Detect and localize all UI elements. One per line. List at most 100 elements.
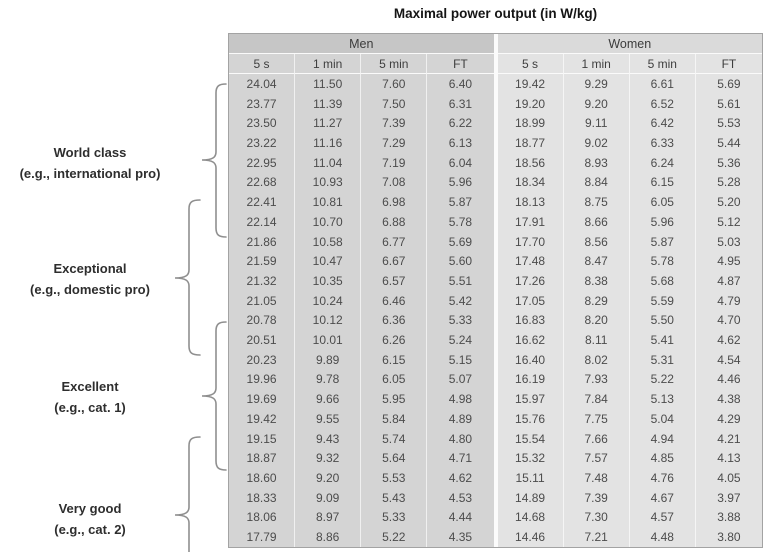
brace-exceptional	[174, 199, 201, 356]
men-group-header: Men	[229, 34, 494, 54]
table-cell: 17.79	[229, 527, 296, 547]
table-cell: 17.70	[497, 231, 564, 252]
column-header-5-min: 5 min	[629, 54, 696, 74]
table-cell: 8.93	[563, 152, 630, 173]
table-cell: 8.75	[563, 192, 630, 212]
table-cell: 5.44	[695, 133, 762, 153]
table-cell: 23.50	[229, 113, 296, 134]
table-cell: 20.51	[229, 330, 296, 350]
table-cell: 6.57	[361, 271, 428, 291]
table-cell: 5.33	[361, 507, 428, 528]
table-cell: 5.53	[695, 113, 762, 134]
table-cell: 5.95	[361, 389, 428, 410]
table-cell: 9.11	[563, 113, 630, 134]
table-cell: 4.76	[629, 468, 696, 488]
table-cell: 11.50	[295, 74, 362, 94]
table-cell: 5.74	[361, 428, 428, 449]
table-cell: 16.19	[497, 369, 564, 390]
table-cell: 5.69	[695, 74, 762, 94]
table-cell: 4.94	[629, 428, 696, 449]
table-cell: 6.88	[361, 211, 428, 232]
column-header-ft: FT	[695, 54, 762, 74]
table-cell: 4.05	[695, 468, 762, 488]
table-cell: 7.29	[361, 133, 428, 153]
table-cell: 9.89	[295, 349, 362, 370]
table-cell: 10.35	[295, 271, 362, 291]
table-cell: 5.33	[427, 310, 494, 331]
table-cell: 5.87	[629, 231, 696, 252]
table-cell: 4.70	[695, 310, 762, 331]
table-cell: 10.70	[295, 211, 362, 232]
table-cell: 4.79	[695, 290, 762, 311]
brace-excellent	[201, 321, 227, 471]
table-cell: 16.62	[497, 330, 564, 350]
table-cell: 17.48	[497, 251, 564, 272]
table-cell: 6.13	[427, 133, 494, 153]
table-cell: 18.60	[229, 468, 296, 488]
table-cell: 9.02	[563, 133, 630, 153]
table-cell: 4.85	[629, 448, 696, 469]
table-cell: 10.58	[295, 231, 362, 252]
table-cell: 7.50	[361, 93, 428, 114]
table-cell: 21.32	[229, 271, 296, 291]
table-cell: 5.50	[629, 310, 696, 331]
table-cell: 7.39	[563, 487, 630, 508]
women-group-header: Women	[497, 34, 762, 54]
table-cell: 15.11	[497, 468, 564, 488]
table-cell: 18.56	[497, 152, 564, 173]
table-cell: 6.26	[361, 330, 428, 350]
table-cell: 7.93	[563, 369, 630, 390]
table-cell: 5.07	[427, 369, 494, 390]
table-cell: 5.28	[695, 172, 762, 193]
table-cell: 7.66	[563, 428, 630, 449]
table-cell: 6.31	[427, 93, 494, 114]
table-cell: 21.86	[229, 231, 296, 252]
table-cell: 14.89	[497, 487, 564, 508]
category-label-line1: Excellent	[61, 379, 119, 394]
table-cell: 4.95	[695, 251, 762, 272]
table-cell: 11.16	[295, 133, 362, 153]
table-cell: 18.87	[229, 448, 296, 469]
table-cell: 6.22	[427, 113, 494, 134]
table-cell: 4.46	[695, 369, 762, 390]
column-header-5-min: 5 min	[361, 54, 428, 74]
table-cell: 4.87	[695, 271, 762, 291]
table-cell: 22.68	[229, 172, 296, 193]
table-cell: 7.30	[563, 507, 630, 528]
table-cell: 19.20	[497, 93, 564, 114]
column-header-1-min: 1 min	[563, 54, 630, 74]
table-cell: 18.06	[229, 507, 296, 528]
table-cell: 18.99	[497, 113, 564, 134]
table-cell: 6.24	[629, 152, 696, 173]
table-cell: 7.39	[361, 113, 428, 134]
table-cell: 5.96	[427, 172, 494, 193]
category-label-line2: (e.g., cat. 2)	[54, 522, 126, 537]
table-cell: 15.32	[497, 448, 564, 469]
table-cell: 5.42	[427, 290, 494, 311]
table-cell: 6.36	[361, 310, 428, 331]
table-cell: 19.42	[229, 409, 296, 429]
table-cell: 10.81	[295, 192, 362, 212]
table-cell: 8.20	[563, 310, 630, 331]
table-cell: 19.42	[497, 74, 564, 94]
table-cell: 20.23	[229, 349, 296, 370]
table-cell: 7.57	[563, 448, 630, 469]
table-cell: 4.21	[695, 428, 762, 449]
table-cell: 4.53	[427, 487, 494, 508]
table-cell: 9.43	[295, 428, 362, 449]
table-cell: 6.40	[427, 74, 494, 94]
table-cell: 6.67	[361, 251, 428, 272]
brace-world-class	[201, 83, 227, 238]
table-cell: 4.71	[427, 448, 494, 469]
table-cell: 5.78	[629, 251, 696, 272]
table-cell: 4.57	[629, 507, 696, 528]
table-cell: 6.77	[361, 231, 428, 252]
table-cell: 18.34	[497, 172, 564, 193]
table-cell: 4.44	[427, 507, 494, 528]
table-cell: 5.04	[629, 409, 696, 429]
table-cell: 8.86	[295, 527, 362, 547]
table-cell: 7.08	[361, 172, 428, 193]
table-cell: 6.61	[629, 74, 696, 94]
